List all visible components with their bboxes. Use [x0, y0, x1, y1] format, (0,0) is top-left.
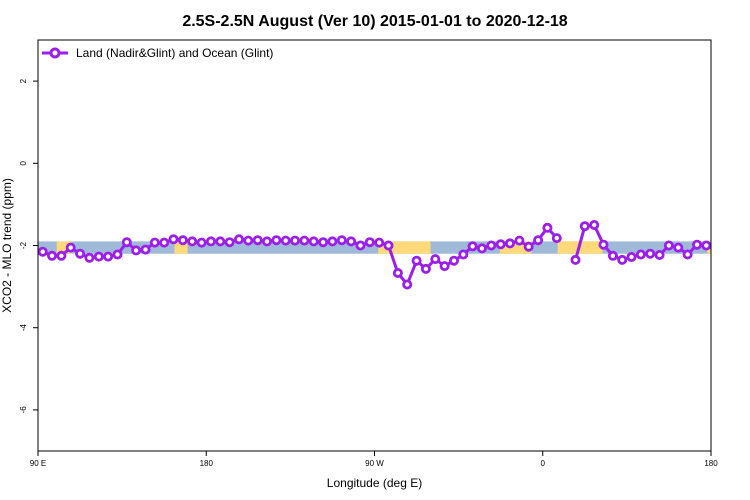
data-point [168, 234, 179, 245]
data-point [579, 221, 590, 232]
data-point [430, 254, 441, 265]
data-point [177, 235, 188, 246]
y-tick-label: 2 [19, 78, 28, 83]
data-point [486, 240, 497, 251]
legend-entry-label: Land (Nadir&Glint) and Ocean (Glint) [76, 46, 273, 60]
data-point [740, 244, 747, 251]
series-layer [38, 219, 747, 290]
data-point [533, 235, 544, 246]
data-point [364, 237, 375, 248]
data-point [112, 249, 123, 260]
x-tick-label: 180 [704, 459, 718, 468]
data-point [355, 240, 366, 251]
data-point [243, 235, 254, 246]
data-point [402, 279, 413, 290]
data-point [598, 239, 609, 250]
data-point [196, 237, 207, 248]
x-tick-label: 180 [200, 459, 214, 468]
data-point [392, 267, 403, 278]
data-point [514, 235, 525, 246]
y-tick-label: -6 [19, 406, 28, 414]
data-point [710, 247, 711, 252]
data-point [271, 235, 282, 246]
data-point [327, 236, 338, 247]
chart-title: 2.5S-2.5N August (Ver 10) 2015-01-01 to … [182, 13, 567, 30]
data-point [476, 243, 487, 254]
legend-marker-swatch [49, 47, 61, 59]
x-tick-label: 0 [541, 459, 546, 468]
data-point [308, 236, 319, 247]
data-point [570, 254, 581, 265]
data-point [149, 237, 160, 248]
data-point [75, 248, 86, 259]
data-point [261, 236, 272, 247]
y-axis: 2 0 -2 -4 -6 [19, 78, 38, 413]
data-point [635, 249, 646, 260]
data-point [280, 235, 291, 246]
data-point [542, 222, 553, 233]
data-point [617, 254, 628, 265]
data-point [439, 261, 450, 272]
data-point [336, 235, 347, 246]
data-point [121, 237, 132, 248]
data-point [495, 239, 506, 250]
data-point [205, 236, 216, 247]
y-tick-label: 0 [19, 161, 28, 166]
data-point [682, 249, 693, 260]
data-point [467, 241, 478, 252]
data-point [56, 250, 67, 261]
data-point [187, 236, 198, 247]
data-point [701, 240, 711, 251]
data-point [663, 240, 674, 251]
data-point [383, 240, 394, 251]
y-tick-label: -2 [19, 241, 28, 249]
data-point [93, 251, 104, 262]
data-point [131, 245, 142, 256]
data-point [420, 263, 431, 274]
data-point [673, 242, 684, 253]
data-point [215, 236, 226, 247]
legend: Land (Nadir&Glint) and Ocean (Glint) [42, 46, 273, 60]
x-axis: 90 E 180 90 W 0 180 [30, 451, 718, 468]
data-point [159, 237, 170, 248]
data-point [551, 233, 562, 244]
data-point [645, 248, 656, 259]
x-axis-label: Longitude (deg E) [327, 476, 422, 490]
y-axis-label: XCO2 - MLO trend (ppm) [0, 178, 14, 313]
x-tick-label: 90 E [30, 459, 46, 468]
data-point [103, 251, 114, 262]
data-point [523, 241, 534, 252]
data-point [346, 236, 357, 247]
x-tick-label: 90 W [365, 459, 384, 468]
data-point [38, 246, 48, 257]
data-point [233, 234, 244, 245]
data-point [299, 235, 310, 246]
data-point [607, 250, 618, 261]
y-tick-label: -4 [19, 324, 28, 332]
data-point [289, 235, 300, 246]
data-point [411, 255, 422, 266]
data-point [458, 249, 469, 260]
data-point [252, 235, 263, 246]
ocean-band [38, 241, 711, 254]
data-point [448, 255, 459, 266]
data-point [721, 252, 728, 259]
data-point [626, 251, 637, 262]
data-point [731, 251, 738, 258]
data-point [692, 239, 703, 250]
data-point [374, 237, 385, 248]
data-point [318, 237, 329, 248]
series-group [38, 219, 747, 290]
data-point [140, 244, 151, 255]
data-point [589, 219, 600, 230]
data-point [654, 249, 665, 260]
data-point [47, 250, 58, 261]
data-point [504, 238, 515, 249]
data-point [224, 237, 235, 248]
data-point [65, 242, 76, 253]
data-point [84, 252, 95, 263]
